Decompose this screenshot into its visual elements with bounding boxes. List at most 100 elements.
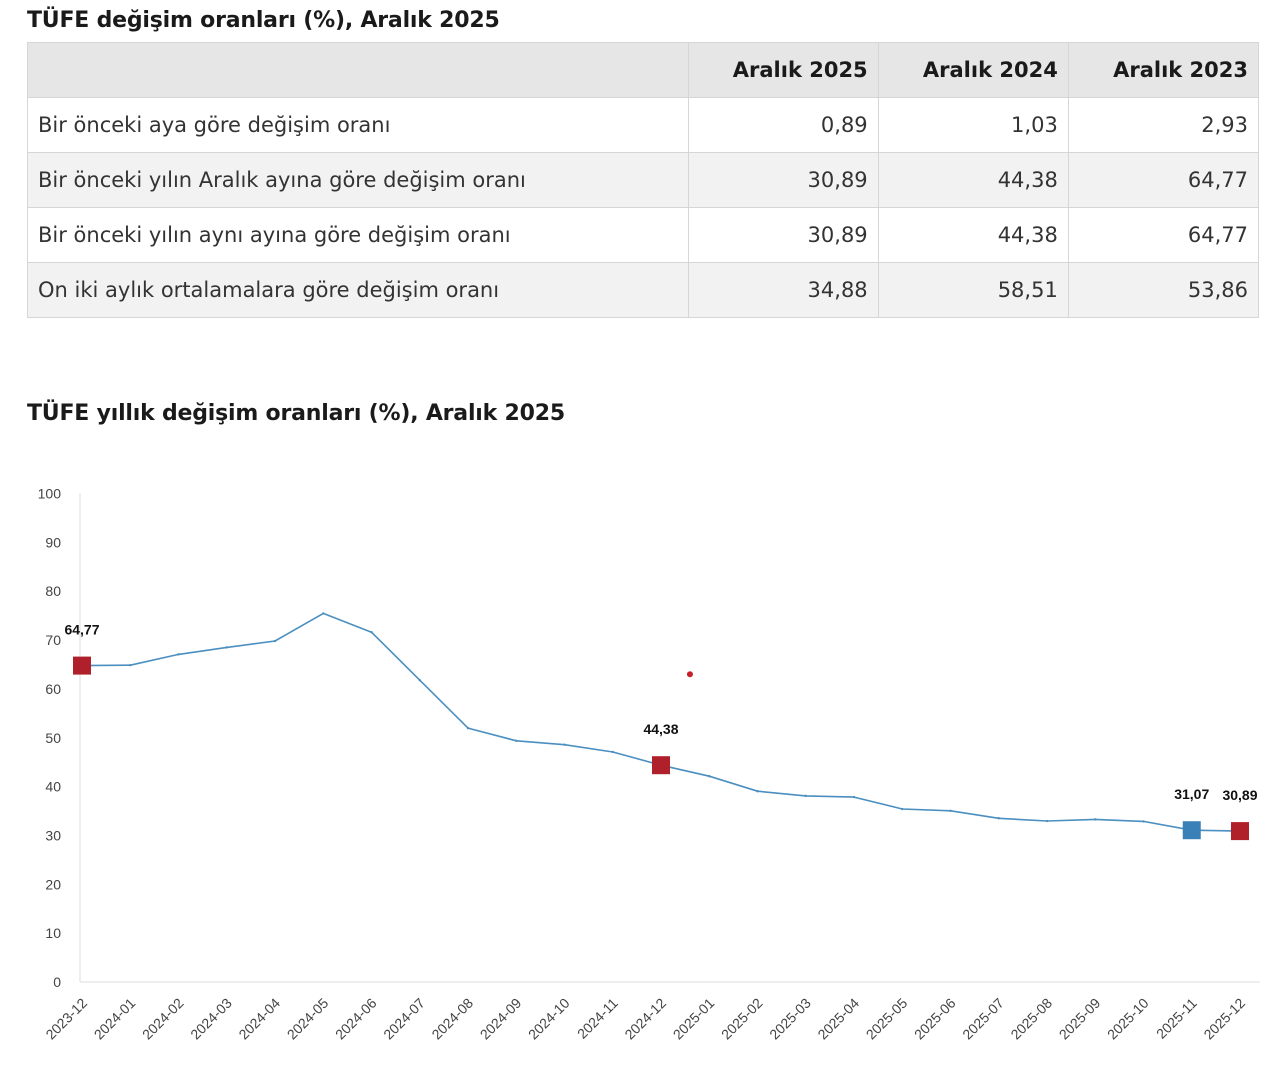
data-label: 44,38: [643, 721, 678, 737]
data-point: [418, 679, 421, 682]
row-label: Bir önceki aya göre değişim oranı: [27, 97, 689, 153]
y-tick-label: 50: [45, 730, 61, 746]
data-point: [273, 639, 277, 643]
cell-value: 64,77: [1067, 152, 1260, 208]
x-tick-label: 2024-06: [332, 995, 380, 1043]
cell-value: 53,86: [1067, 262, 1260, 318]
y-tick-label: 40: [45, 779, 61, 795]
y-axis-ticks: 0 10 20 30 40 50 60 70 80 90 100: [38, 486, 62, 991]
cpi-change-table: Aralık 2025 Aralık 2024 Aralık 2023 Bir …: [27, 42, 1260, 318]
data-point: [708, 775, 711, 778]
x-tick-label: 2025-08: [1007, 995, 1055, 1043]
y-tick-label: 100: [38, 486, 62, 502]
y-tick-label: 10: [45, 925, 61, 941]
table-row: Bir önceki aya göre değişim oranı 0,89 1…: [27, 97, 1260, 153]
y-tick-label: 0: [53, 974, 61, 990]
cell-value: 0,89: [687, 97, 879, 153]
x-tick-label: 2024-08: [428, 995, 476, 1043]
header-cell-aralik-2024: Aralık 2024: [877, 42, 1069, 98]
x-tick-label: 2025-05: [863, 995, 911, 1043]
data-point: [1045, 819, 1049, 823]
x-tick-label: 2025-09: [1056, 995, 1104, 1043]
stray-marker-dot: [686, 671, 693, 678]
x-tick-label: 2025-10: [1104, 995, 1152, 1043]
header-cell-aralik-2025: Aralık 2025: [687, 42, 879, 98]
highlight-marker: [1182, 821, 1201, 840]
header-cell-empty: [27, 42, 689, 98]
cell-value: 44,38: [877, 207, 1069, 263]
row-label: Bir önceki yılın aynı ayına göre değişim…: [27, 207, 689, 263]
data-point: [129, 663, 132, 667]
x-tick-label: 2025-06: [911, 995, 959, 1043]
x-tick-label: 2023-12: [42, 995, 90, 1043]
data-point: [370, 631, 373, 634]
y-tick-label: 90: [45, 534, 61, 550]
table-row: Bir önceki yılın Aralık ayına göre değiş…: [27, 152, 1260, 208]
data-label: 64,77: [64, 622, 99, 638]
highlight-marker: [73, 656, 91, 675]
x-tick-label: 2025-01: [670, 995, 718, 1043]
cell-value: 30,89: [687, 207, 879, 263]
x-axis-ticks: 2023-12 2024-01 2024-02 2024-03 2024-04 2024-…: [42, 995, 1248, 1043]
table-row: Bir önceki yılın aynı ayına göre değişim…: [27, 207, 1260, 263]
data-point: [611, 750, 614, 754]
x-tick-label: 2024-04: [235, 995, 283, 1043]
data-point: [1094, 818, 1097, 821]
data-label: 30,89: [1222, 787, 1257, 803]
data-point: [466, 726, 470, 730]
y-tick-label: 80: [45, 583, 61, 599]
x-tick-label: 2024-01: [91, 995, 139, 1043]
cell-value: 58,51: [877, 262, 1069, 318]
chart-title: TÜFE yıllık değişim oranları (%), Aralık…: [27, 401, 565, 426]
x-tick-label: 2024-05: [284, 995, 332, 1043]
x-tick-label: 2025-03: [766, 995, 814, 1043]
data-point: [804, 794, 807, 798]
row-label: On iki aylık ortalamalara göre değişim o…: [27, 262, 689, 318]
data-point: [225, 646, 228, 649]
data-point: [515, 739, 518, 742]
data-point: [322, 612, 325, 615]
data-point: [756, 790, 759, 793]
highlight-marker: [652, 756, 670, 775]
table-title: TÜFE değişim oranları (%), Aralık 2025: [27, 8, 500, 33]
x-tick-label: 2025-02: [718, 995, 766, 1043]
table-row: On iki aylık ortalamalara göre değişim o…: [27, 262, 1260, 318]
data-label: 31,07: [1174, 786, 1209, 802]
header-cell-aralik-2023: Aralık 2023: [1067, 42, 1260, 98]
x-tick-label: 2024-12: [621, 995, 669, 1043]
highlight-markers: [73, 656, 1249, 841]
x-tick-label: 2024-11: [574, 995, 621, 1042]
x-tick-label: 2025-12: [1200, 995, 1248, 1043]
cell-value: 2,93: [1067, 97, 1260, 153]
data-point: [901, 807, 904, 811]
chart-axes: [79, 493, 1260, 983]
y-tick-label: 60: [45, 681, 61, 697]
y-tick-label: 20: [45, 876, 61, 892]
x-tick-label: 2024-07: [380, 995, 428, 1043]
cell-value: 1,03: [877, 97, 1069, 153]
x-tick-label: 2025-04: [814, 995, 862, 1043]
x-tick-label: 2025-07: [959, 995, 1007, 1043]
data-point: [177, 653, 180, 656]
data-point: [852, 795, 856, 799]
x-tick-label: 2025-11: [1153, 995, 1200, 1042]
highlight-marker: [1231, 822, 1249, 841]
x-tick-label: 2024-03: [187, 995, 235, 1043]
x-tick-label: 2024-09: [477, 995, 525, 1043]
data-point: [949, 809, 952, 812]
data-point: [1142, 820, 1145, 823]
cell-value: 30,89: [687, 152, 879, 208]
x-tick-label: 2024-10: [525, 995, 573, 1043]
data-point: [997, 817, 1000, 820]
x-tick-label: 2024-02: [139, 995, 187, 1043]
table-header-row: Aralık 2025 Aralık 2024 Aralık 2023: [27, 42, 1260, 98]
cell-value: 44,38: [877, 152, 1069, 208]
cell-value: 34,88: [687, 262, 879, 318]
y-tick-label: 30: [45, 827, 61, 843]
data-point: [563, 743, 566, 746]
row-label: Bir önceki yılın Aralık ayına göre değiş…: [27, 152, 689, 208]
y-tick-label: 70: [45, 632, 61, 648]
cell-value: 64,77: [1067, 207, 1260, 263]
data-labels: 64,77 44,38 31,07 30,89: [64, 622, 1257, 804]
